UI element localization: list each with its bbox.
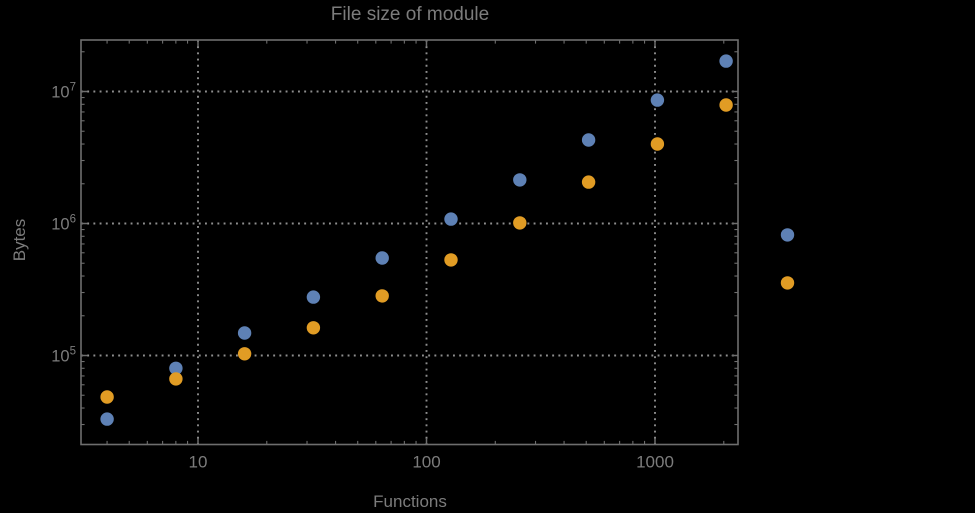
data-point-series-blue — [444, 212, 458, 226]
x-tick-label: 100 — [412, 453, 440, 472]
x-tick-label: 1000 — [636, 453, 674, 472]
y-axis-label: Bytes — [10, 218, 29, 262]
data-point-series-orange — [375, 289, 389, 303]
data-point-series-blue — [780, 228, 795, 242]
data-point-series-blue — [306, 290, 321, 304]
x-axis-label: Functions — [373, 492, 447, 511]
data-point-series-blue — [375, 251, 389, 265]
y-tick-label: 106 — [51, 214, 76, 234]
data-point-series-orange — [780, 276, 795, 290]
chart-title: File size of module — [330, 4, 490, 25]
data-point-series-blue — [581, 133, 596, 147]
y-tick-label: 105 — [51, 346, 76, 366]
x-tick-label: 10 — [189, 453, 208, 472]
data-point-series-blue — [719, 54, 733, 68]
data-point-series-orange — [719, 98, 733, 112]
data-point-series-orange — [444, 253, 458, 267]
data-point-series-blue — [237, 326, 252, 340]
data-point-series-blue — [650, 93, 665, 107]
plot-frame — [80, 39, 739, 446]
data-point-series-orange — [237, 347, 252, 361]
data-point-series-blue — [513, 173, 527, 187]
data-point-series-orange — [581, 175, 596, 189]
data-point-series-orange — [513, 216, 527, 230]
data-point-series-orange — [650, 137, 665, 151]
data-point-series-orange — [169, 372, 183, 386]
data-point-series-blue — [100, 412, 114, 426]
data-point-series-orange — [100, 390, 114, 404]
y-tick-label: 107 — [51, 82, 76, 102]
data-point-series-blue — [169, 361, 183, 375]
data-point-series-orange — [306, 321, 321, 335]
